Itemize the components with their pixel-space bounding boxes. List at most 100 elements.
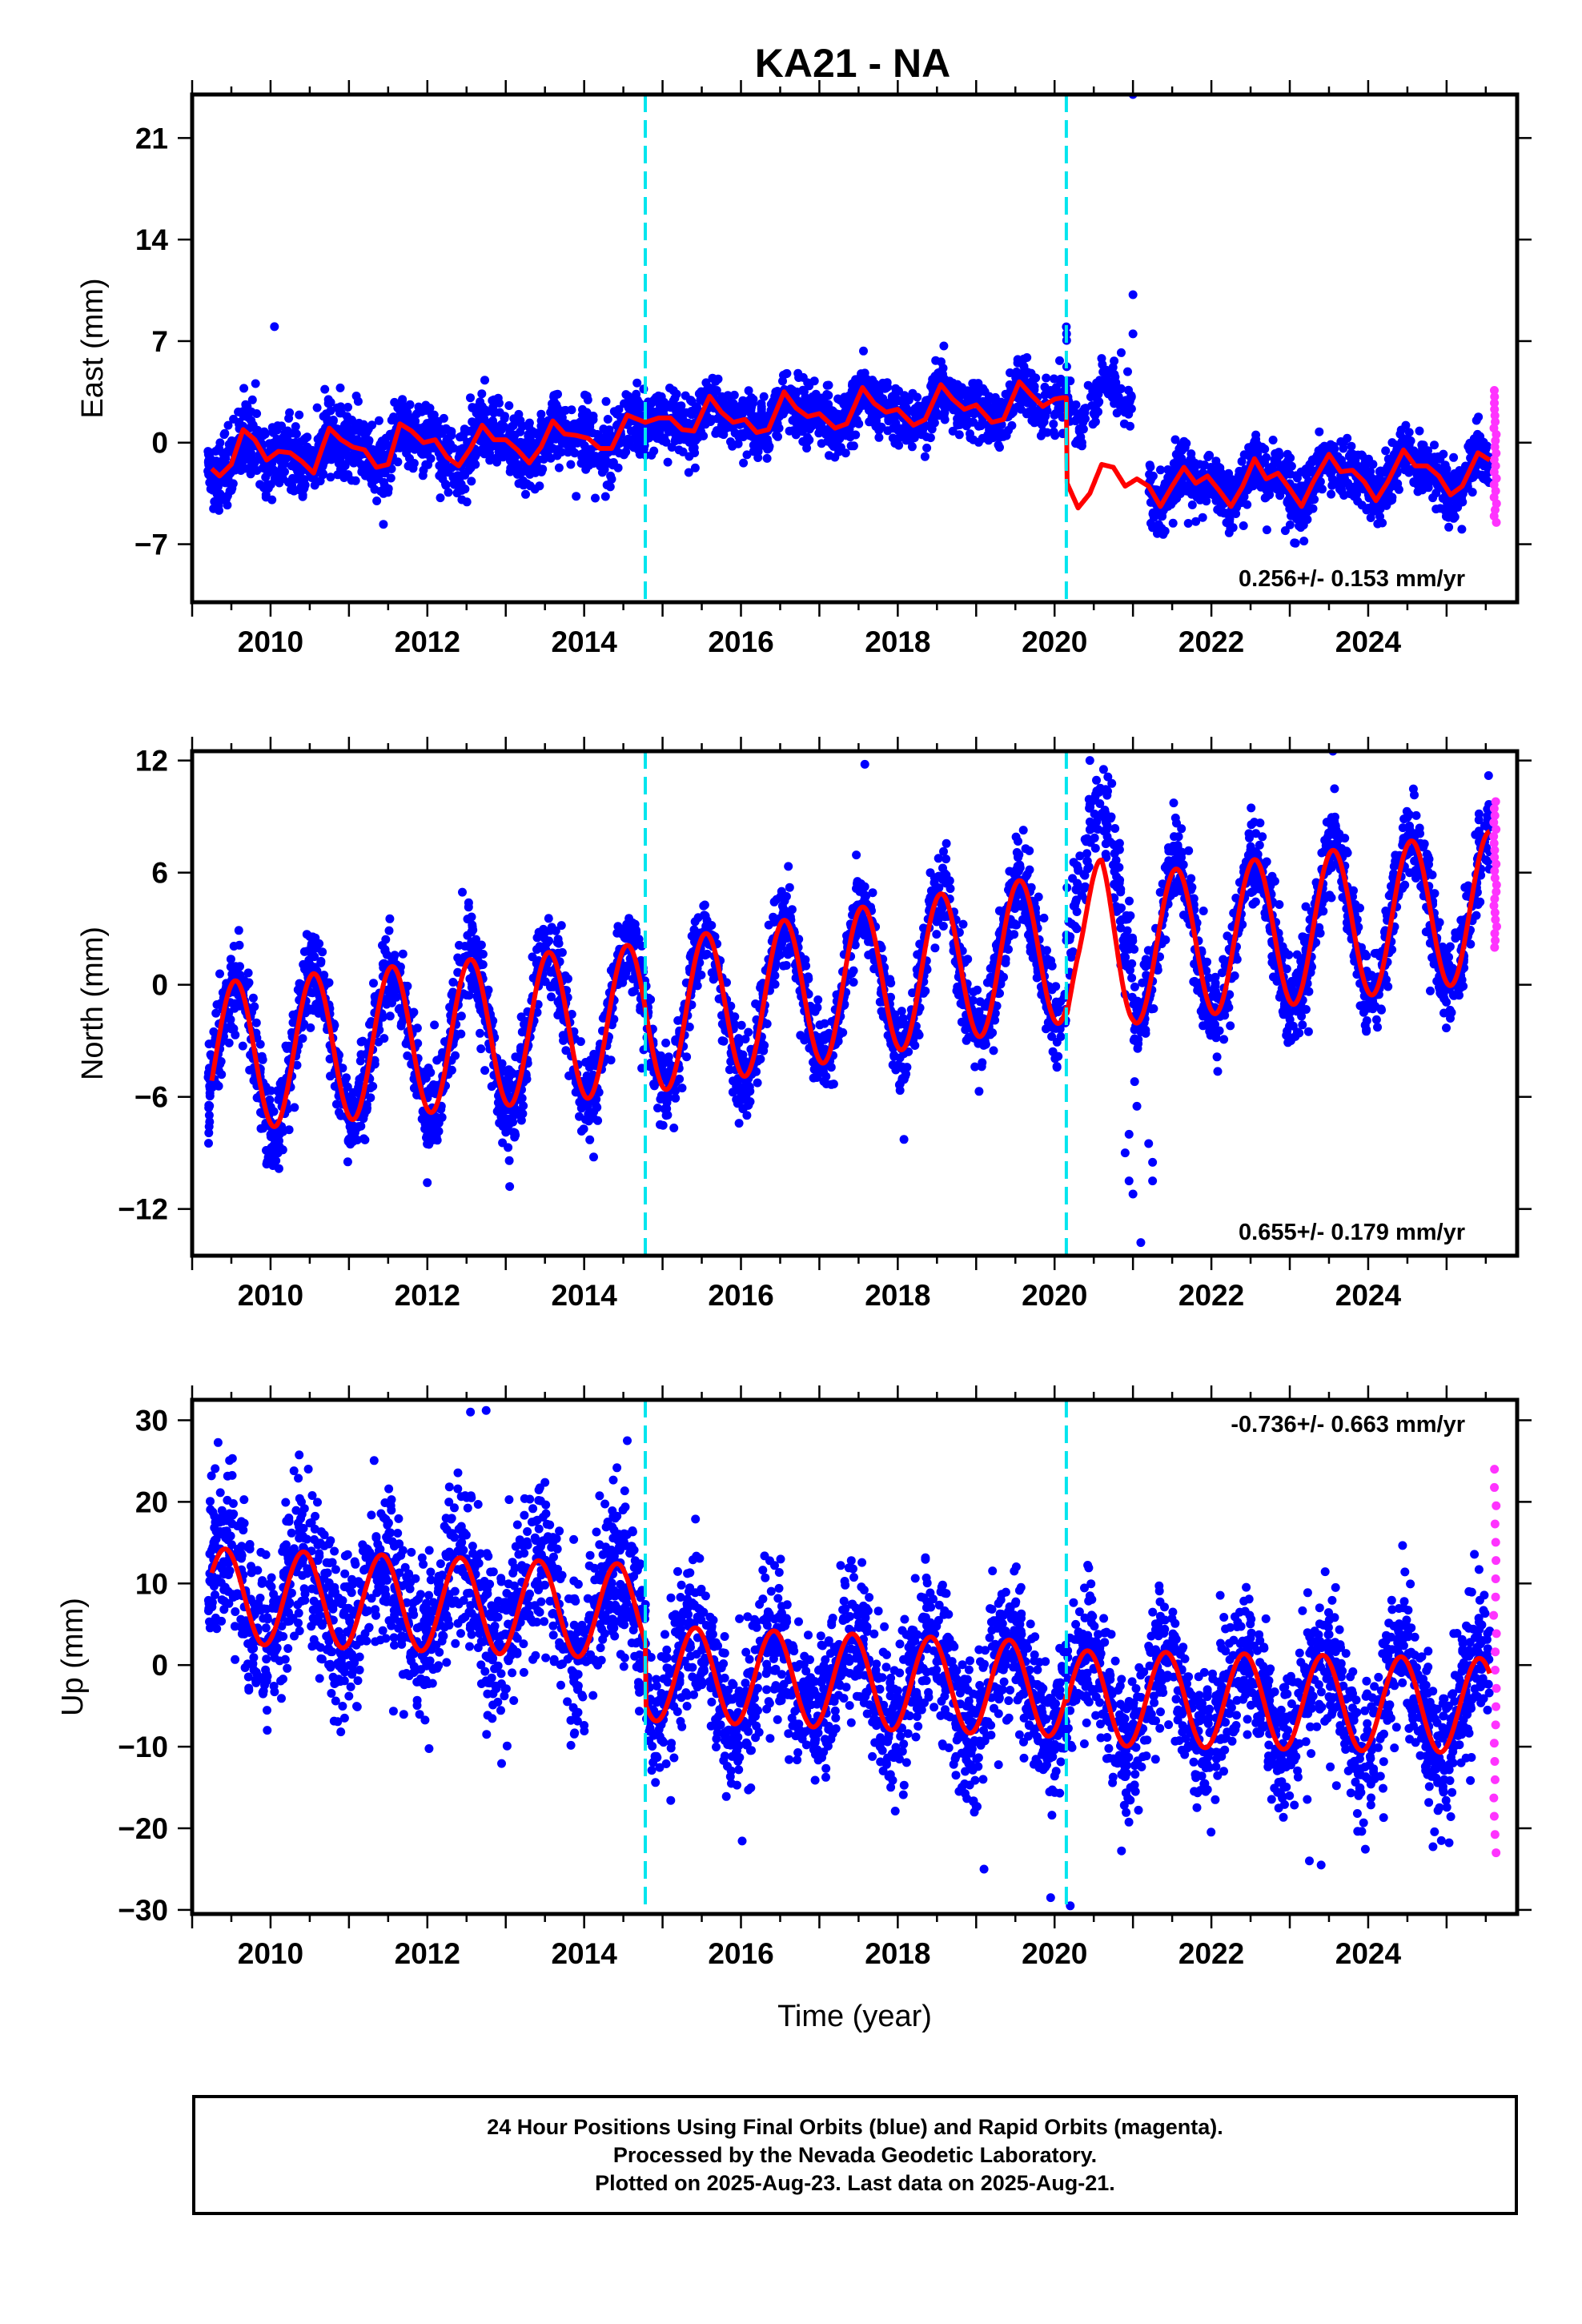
final-orbit-point: [219, 458, 229, 468]
final-orbit-point: [1187, 489, 1196, 499]
final-orbit-point: [1203, 452, 1213, 461]
final-orbit-point: [315, 476, 325, 486]
final-orbit-point: [1124, 385, 1133, 395]
final-orbit-point: [1275, 491, 1285, 501]
final-orbit-point: [1173, 453, 1182, 463]
final-orbit-point: [694, 389, 704, 399]
final-orbit-point: [713, 374, 723, 384]
final-orbit-point: [229, 414, 239, 424]
x-tick-label: 2014: [551, 625, 617, 658]
final-orbit-point: [1074, 411, 1083, 420]
final-orbit-point: [782, 368, 792, 378]
final-orbit-point: [1094, 389, 1103, 399]
final-orbit-point: [476, 1044, 486, 1054]
final-orbit-point: [907, 442, 917, 452]
final-orbit-point: [1178, 441, 1187, 451]
final-orbit-point: [604, 432, 614, 440]
final-orbit-point: [1168, 465, 1178, 475]
final-orbit-point: [1195, 460, 1205, 469]
final-orbit-point: [955, 420, 965, 429]
final-orbit-point: [1302, 470, 1311, 480]
final-orbit-point: [630, 433, 640, 443]
final-orbit-point: [417, 407, 427, 416]
final-orbit-point: [1315, 427, 1324, 436]
final-orbit-point: [859, 346, 868, 356]
final-orbit-point: [215, 969, 224, 979]
final-orbit-point: [1175, 489, 1185, 498]
final-orbit-point: [544, 936, 554, 946]
final-orbit-point: [376, 486, 386, 496]
final-orbit-point: [995, 432, 1005, 442]
outlier-point: [270, 322, 279, 332]
final-orbit-point: [374, 416, 383, 425]
final-orbit-point: [554, 413, 564, 423]
final-orbit-point: [703, 412, 713, 422]
final-orbit-point: [1083, 380, 1093, 390]
final-orbit-point: [1430, 440, 1439, 450]
final-orbit-point: [518, 421, 527, 431]
final-orbit-point: [1098, 368, 1108, 376]
final-orbit-point: [492, 457, 502, 467]
final-orbit-point: [848, 379, 857, 388]
final-orbit-point: [927, 424, 937, 434]
final-orbit-point: [1285, 520, 1295, 529]
final-orbit-point: [379, 438, 389, 448]
final-orbit-point: [379, 520, 388, 529]
final-orbit-point: [477, 389, 487, 399]
final-orbit-point: [401, 443, 411, 452]
final-orbit-point: [737, 429, 746, 439]
final-orbit-point: [1092, 378, 1102, 388]
final-orbit-point: [793, 368, 803, 378]
final-orbit-point: [612, 409, 621, 419]
final-orbit-point: [354, 418, 363, 428]
rapid-orbit-point: [1489, 386, 1499, 396]
final-orbit-point: [226, 955, 235, 964]
final-orbit-point: [1285, 504, 1295, 513]
final-orbit-point: [891, 419, 901, 428]
final-orbit-point: [591, 493, 600, 503]
final-orbit-point: [423, 1178, 432, 1188]
final-orbit-point: [661, 404, 670, 413]
final-orbit-point: [592, 429, 602, 439]
final-orbit-point: [219, 430, 229, 440]
final-orbit-point: [901, 436, 911, 445]
final-orbit-point: [1168, 518, 1178, 528]
final-orbit-point: [507, 422, 516, 432]
final-orbit-point: [630, 987, 639, 996]
final-orbit-point: [650, 396, 660, 405]
x-tick-label: 2018: [865, 625, 930, 658]
panel-east: 2010 2012 2014 2016 2018 2020 2022 2024−7071421…: [76, 80, 1532, 658]
final-orbit-point: [793, 425, 801, 435]
final-orbit-point: [953, 380, 962, 389]
final-orbit-point: [235, 940, 244, 950]
final-orbit-point: [530, 485, 540, 494]
final-orbit-point: [874, 425, 884, 435]
final-orbit-point: [962, 421, 971, 431]
final-orbit-point: [1404, 468, 1414, 477]
final-orbit-point: [584, 448, 594, 457]
final-orbit-point: [363, 471, 372, 480]
final-orbit-point: [447, 463, 456, 472]
final-orbit-point: [410, 420, 420, 430]
final-orbit-point: [1290, 538, 1299, 548]
final-orbit-point: [514, 479, 524, 489]
final-orbit-point: [633, 444, 643, 454]
final-orbit-point: [1224, 511, 1234, 521]
final-orbit-point: [1412, 470, 1422, 480]
final-orbit-point: [791, 412, 801, 421]
outlier-point: [1097, 354, 1106, 364]
final-orbit-point: [263, 484, 273, 493]
final-orbit-point: [1473, 429, 1482, 439]
final-orbit-point: [1049, 420, 1058, 428]
final-orbit-point: [480, 1066, 490, 1076]
final-orbit-point: [1315, 452, 1324, 462]
final-orbit-point: [1123, 367, 1132, 376]
final-orbit-point: [568, 423, 577, 432]
final-orbit-point: [234, 926, 243, 935]
final-orbit-point: [516, 437, 525, 447]
final-orbit-point: [301, 452, 311, 461]
final-orbit-point: [238, 457, 247, 467]
final-orbit-point: [684, 468, 693, 477]
final-orbit-point: [386, 473, 396, 483]
final-orbit-point: [468, 417, 477, 427]
